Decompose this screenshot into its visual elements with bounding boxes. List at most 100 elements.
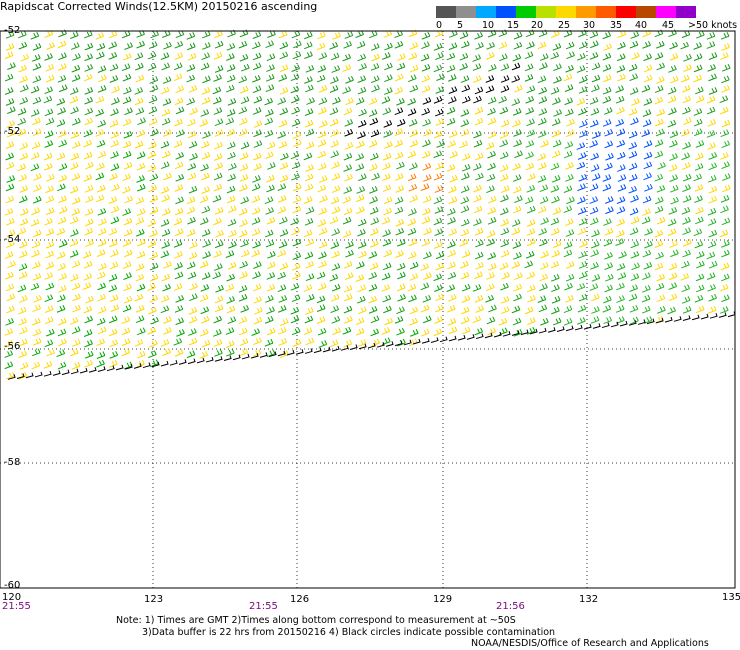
wind-barb	[162, 283, 171, 292]
wind-barb	[212, 271, 221, 280]
wind-barb	[148, 117, 158, 126]
wind-barb	[563, 150, 573, 159]
wind-barb	[486, 238, 495, 247]
wind-barb	[213, 315, 223, 324]
wind-barb	[706, 41, 716, 49]
wind-barb-edge	[637, 319, 646, 325]
wind-barb	[225, 84, 235, 93]
wind-barb	[70, 131, 80, 139]
wind-barb	[720, 106, 729, 115]
wind-barb	[148, 41, 158, 49]
wind-barb	[202, 42, 211, 50]
wind-barb	[693, 74, 702, 83]
wind-barb	[266, 64, 275, 72]
wind-barb	[576, 97, 586, 106]
wind-barb	[473, 218, 482, 227]
wind-barb	[317, 139, 327, 147]
wind-barb	[227, 261, 237, 270]
wind-barb	[552, 43, 562, 51]
wind-barb	[642, 41, 651, 49]
wind-barb	[175, 106, 185, 115]
wind-barb	[656, 273, 665, 282]
wind-barb	[149, 339, 158, 348]
wind-barb	[69, 87, 79, 95]
wind-barb	[694, 152, 704, 161]
wind-barb	[682, 141, 691, 150]
wind-barb	[252, 62, 262, 71]
wind-barb	[589, 196, 599, 204]
wind-barb	[474, 86, 484, 95]
wind-barb	[176, 329, 185, 337]
wind-barb	[344, 128, 354, 137]
wind-barb	[485, 85, 495, 94]
wind-barb	[720, 129, 730, 138]
wind-barb	[108, 52, 118, 60]
wind-barb	[539, 196, 549, 204]
wind-barb	[316, 42, 326, 51]
wind-barb	[306, 294, 315, 302]
wind-barb	[279, 41, 289, 50]
wind-barb	[474, 271, 483, 280]
wind-barb	[43, 95, 53, 104]
wind-barb	[369, 117, 379, 126]
wind-barb	[278, 119, 288, 128]
wind-barb	[279, 86, 289, 95]
wind-barb	[71, 140, 81, 149]
wind-barb	[423, 251, 432, 260]
wind-barb	[669, 41, 678, 50]
wind-barb	[460, 128, 470, 137]
wind-barb	[382, 294, 392, 303]
wind-barb	[72, 117, 81, 126]
wind-barb	[396, 327, 405, 336]
wind-barb	[396, 306, 405, 315]
wind-barb	[279, 64, 289, 73]
wind-barb	[526, 41, 535, 50]
wind-barb	[123, 217, 133, 226]
wind-barb	[642, 109, 652, 117]
wind-barb	[616, 65, 626, 73]
wind-barb	[433, 43, 443, 51]
wind-barb	[448, 96, 457, 104]
wind-barb-edge	[583, 323, 592, 330]
wind-barb-edge	[79, 367, 88, 374]
wind-barb	[43, 361, 53, 369]
wind-barb	[447, 293, 457, 302]
wind-barb	[500, 306, 510, 315]
wind-barb	[227, 316, 237, 325]
wind-barb	[345, 249, 354, 258]
wind-barb-edge	[502, 331, 511, 337]
wind-barb	[719, 95, 729, 104]
wind-barb	[695, 284, 705, 293]
wind-barb	[384, 74, 393, 83]
wind-barb-edge	[529, 328, 538, 335]
wind-barb	[4, 51, 14, 59]
wind-barb	[174, 40, 184, 49]
wind-barb	[98, 74, 107, 83]
wind-barb	[331, 228, 340, 236]
wind-barb	[84, 208, 94, 216]
wind-barb	[122, 52, 132, 61]
wind-barb	[6, 120, 16, 128]
wind-barb	[19, 185, 28, 193]
wind-barb-edge	[367, 342, 376, 349]
wind-barb	[446, 106, 456, 115]
wind-barb-edge	[601, 322, 610, 329]
wind-barb	[85, 218, 94, 227]
wind-barb	[136, 175, 145, 183]
x-tick-label: 132	[579, 594, 599, 605]
wind-barb	[149, 84, 159, 93]
wind-barb	[304, 315, 314, 324]
wind-barb	[238, 75, 248, 84]
wind-barb	[136, 40, 145, 49]
wind-barb	[344, 272, 354, 280]
wind-barb	[540, 139, 549, 148]
wind-barb	[473, 130, 482, 139]
wind-barb	[460, 306, 470, 315]
wind-barb	[199, 328, 209, 337]
wind-barb	[538, 227, 548, 236]
wind-barb	[214, 263, 223, 271]
wind-barb	[721, 294, 730, 303]
wind-barb	[631, 52, 640, 60]
wind-barb	[317, 184, 326, 193]
wind-barb	[252, 240, 261, 249]
